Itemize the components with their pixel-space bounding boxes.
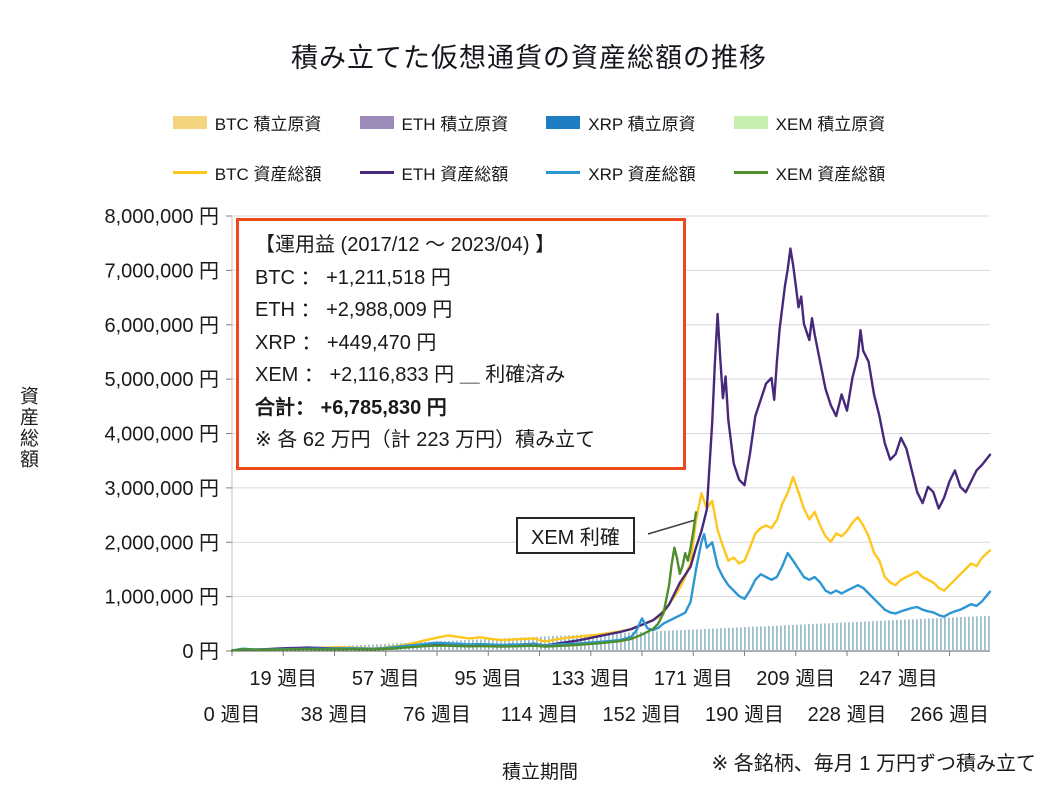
principal-area [232,615,990,651]
legend-item-ETH: ETH 積立原資 [359,110,509,135]
legend-label: BTC 積立原資 [214,115,322,134]
legend-item-XRP: XRP 積立原資 [546,110,696,135]
y-tick-label: 0 円 [182,641,219,663]
x-tick-label: 0 週目 [204,703,261,726]
legend-fill-swatch [546,116,581,129]
legend-line-swatch [733,171,768,174]
callout-connector [647,519,695,535]
legend-label: XRP 積立原資 [588,115,696,134]
legend-fill-swatch [359,116,394,129]
x-tick-label: 247 週目 [859,667,938,690]
x-tick-label: 190 週目 [705,703,784,726]
annotation-line-xem: XEM ： +2,116,833 円 ＿ 利確済み [255,364,566,386]
x-tick-label: 95 週目 [454,667,522,690]
annotation-title: 【運用益 (2017/12 ～ 2023/04) 】 [255,234,556,256]
legend-line-swatch [172,171,207,174]
legend-item-BTC: BTC 積立原資 [172,110,322,135]
annotation-line-eth: ETH ： +2,988,009 円 [255,299,453,321]
annotation-line-xrp: XRP ： +449,470 円 [255,331,437,354]
y-tick-label: 8,000,000 円 [104,206,219,228]
xem-profit-taking-callout: XEM 利確 [516,517,635,554]
y-tick-label: 3,000,000 円 [104,478,219,500]
x-tick-label: 152 週目 [603,703,682,726]
x-tick-label: 209 週目 [756,667,835,690]
legend-fill-swatch [733,116,768,129]
legend-line-swatch [359,171,394,174]
y-tick-label: 2,000,000 円 [104,532,219,554]
series-line-XRP [230,532,992,652]
series-line-BTC [230,475,992,652]
annotation-line-btc: BTC ： +1,211,518 円 [255,266,451,289]
legend-label: XEM 資産総額 [775,165,886,184]
x-tick-label: 19 週目 [249,667,317,690]
y-tick-label: 7,000,000 円 [104,260,219,282]
legend-principal-row: BTC 積立原資 ETH 積立原資 XRP 積立原資 XEM 積立原資 [0,110,1058,135]
legend-label: ETH 積立原資 [401,115,509,134]
y-tick-label: 5,000,000 円 [104,369,219,391]
x-tick-label: 266 週目 [910,703,989,726]
legend-label: XRP 資産総額 [588,165,696,184]
annotation-box: 【運用益 (2017/12 ～ 2023/04) 】 BTC ： +1,211,… [236,218,686,470]
series-line-XEM [230,511,698,652]
x-tick-label: 114 週目 [501,703,578,726]
legend-assets-row: BTC 資産総額 ETH 資産総額 XRP 資産総額 XEM 資産総額 [0,160,1058,185]
legend-label: ETH 資産総額 [401,165,509,184]
legend-label: BTC 資産総額 [214,165,322,184]
chart-title: 積み立てた仮想通貨の資産総額の推移 [291,43,767,73]
annotation-total: 合計： +6,785,830 円 [255,396,447,419]
x-tick-label: 133 週目 [551,667,630,690]
annotation-note: ※ 各 62 万円（計 223 万円）積み立て [255,429,596,451]
legend-item-BTC: BTC 資産総額 [172,160,322,185]
legend-item-XEM: XEM 積立原資 [733,110,886,135]
legend-line-swatch [546,171,581,174]
legend-label: XEM 積立原資 [775,115,886,134]
legend-fill-swatch [172,116,207,129]
x-tick-label: 171 週目 [654,667,733,690]
x-tick-label: 76 週目 [403,703,471,726]
footnote: ※ 各銘柄、毎月 1 万円ずつ積み立て [711,753,1036,775]
x-tick-label: 228 週目 [808,703,887,726]
y-tick-label: 1,000,000 円 [104,587,219,609]
legend-item-XRP: XRP 資産総額 [546,160,696,185]
legend-item-XEM: XEM 資産総額 [733,160,886,185]
legend-item-ETH: ETH 資産総額 [359,160,509,185]
x-axis-title: 積立期間 [501,762,578,783]
y-tick-label: 6,000,000 円 [104,315,219,337]
y-axis-title: 資産総額 [17,386,38,470]
x-tick-label: 38 週目 [301,703,369,726]
y-tick-label: 4,000,000 円 [104,424,219,446]
x-tick-label: 57 週目 [352,667,420,690]
